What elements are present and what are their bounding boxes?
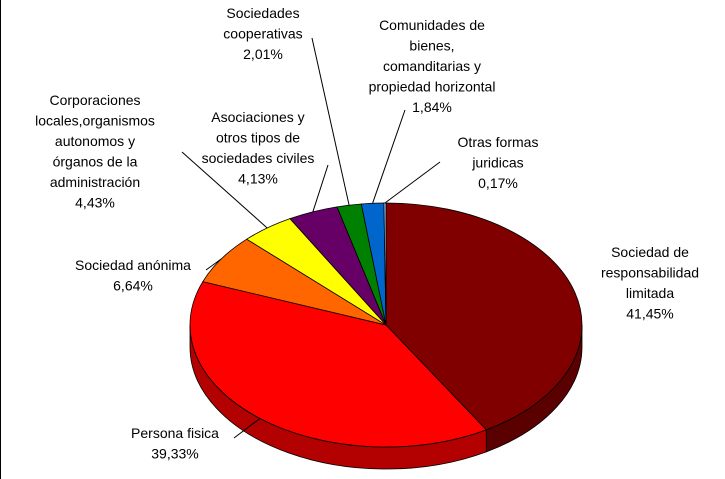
slice-value-label: 6,64%	[113, 278, 153, 294]
slice-label: Sociedad de responsabilidad limitada	[601, 244, 699, 301]
leader-line	[311, 37, 350, 206]
leader-line	[384, 161, 441, 204]
slice-value-label: 0,17%	[478, 175, 518, 191]
pie-slice	[383, 202, 387, 326]
slice-label: Persona fisica	[131, 425, 219, 441]
slice-value-label: 4,43%	[75, 195, 115, 211]
slice-label: Comunidades de bienes, comanditarias y prop…	[369, 17, 496, 95]
pie-slice	[385, 202, 583, 431]
leader-line	[233, 418, 261, 439]
slice-value-label: 39,33%	[151, 446, 198, 462]
leader-line	[181, 151, 268, 229]
slice-value-label: 41,45%	[626, 306, 673, 322]
slice-label: Corporaciones locales,organismos autonomos…	[35, 92, 155, 190]
leader-line	[372, 109, 406, 204]
slice-label: Otras formas juridicas	[458, 134, 539, 171]
slice-label: Sociedades cooperativas	[223, 5, 302, 42]
slice-value-label: 2,01%	[243, 46, 283, 62]
leader-line	[205, 258, 222, 271]
slice-label: Asociaciones y otros tipos de sociedades c…	[202, 109, 315, 166]
leader-line	[312, 164, 329, 212]
slice-value-label: 1,84%	[412, 99, 452, 115]
slice-value-label: 4,13%	[238, 171, 278, 187]
slice-label: Sociedad anónima	[75, 257, 191, 273]
